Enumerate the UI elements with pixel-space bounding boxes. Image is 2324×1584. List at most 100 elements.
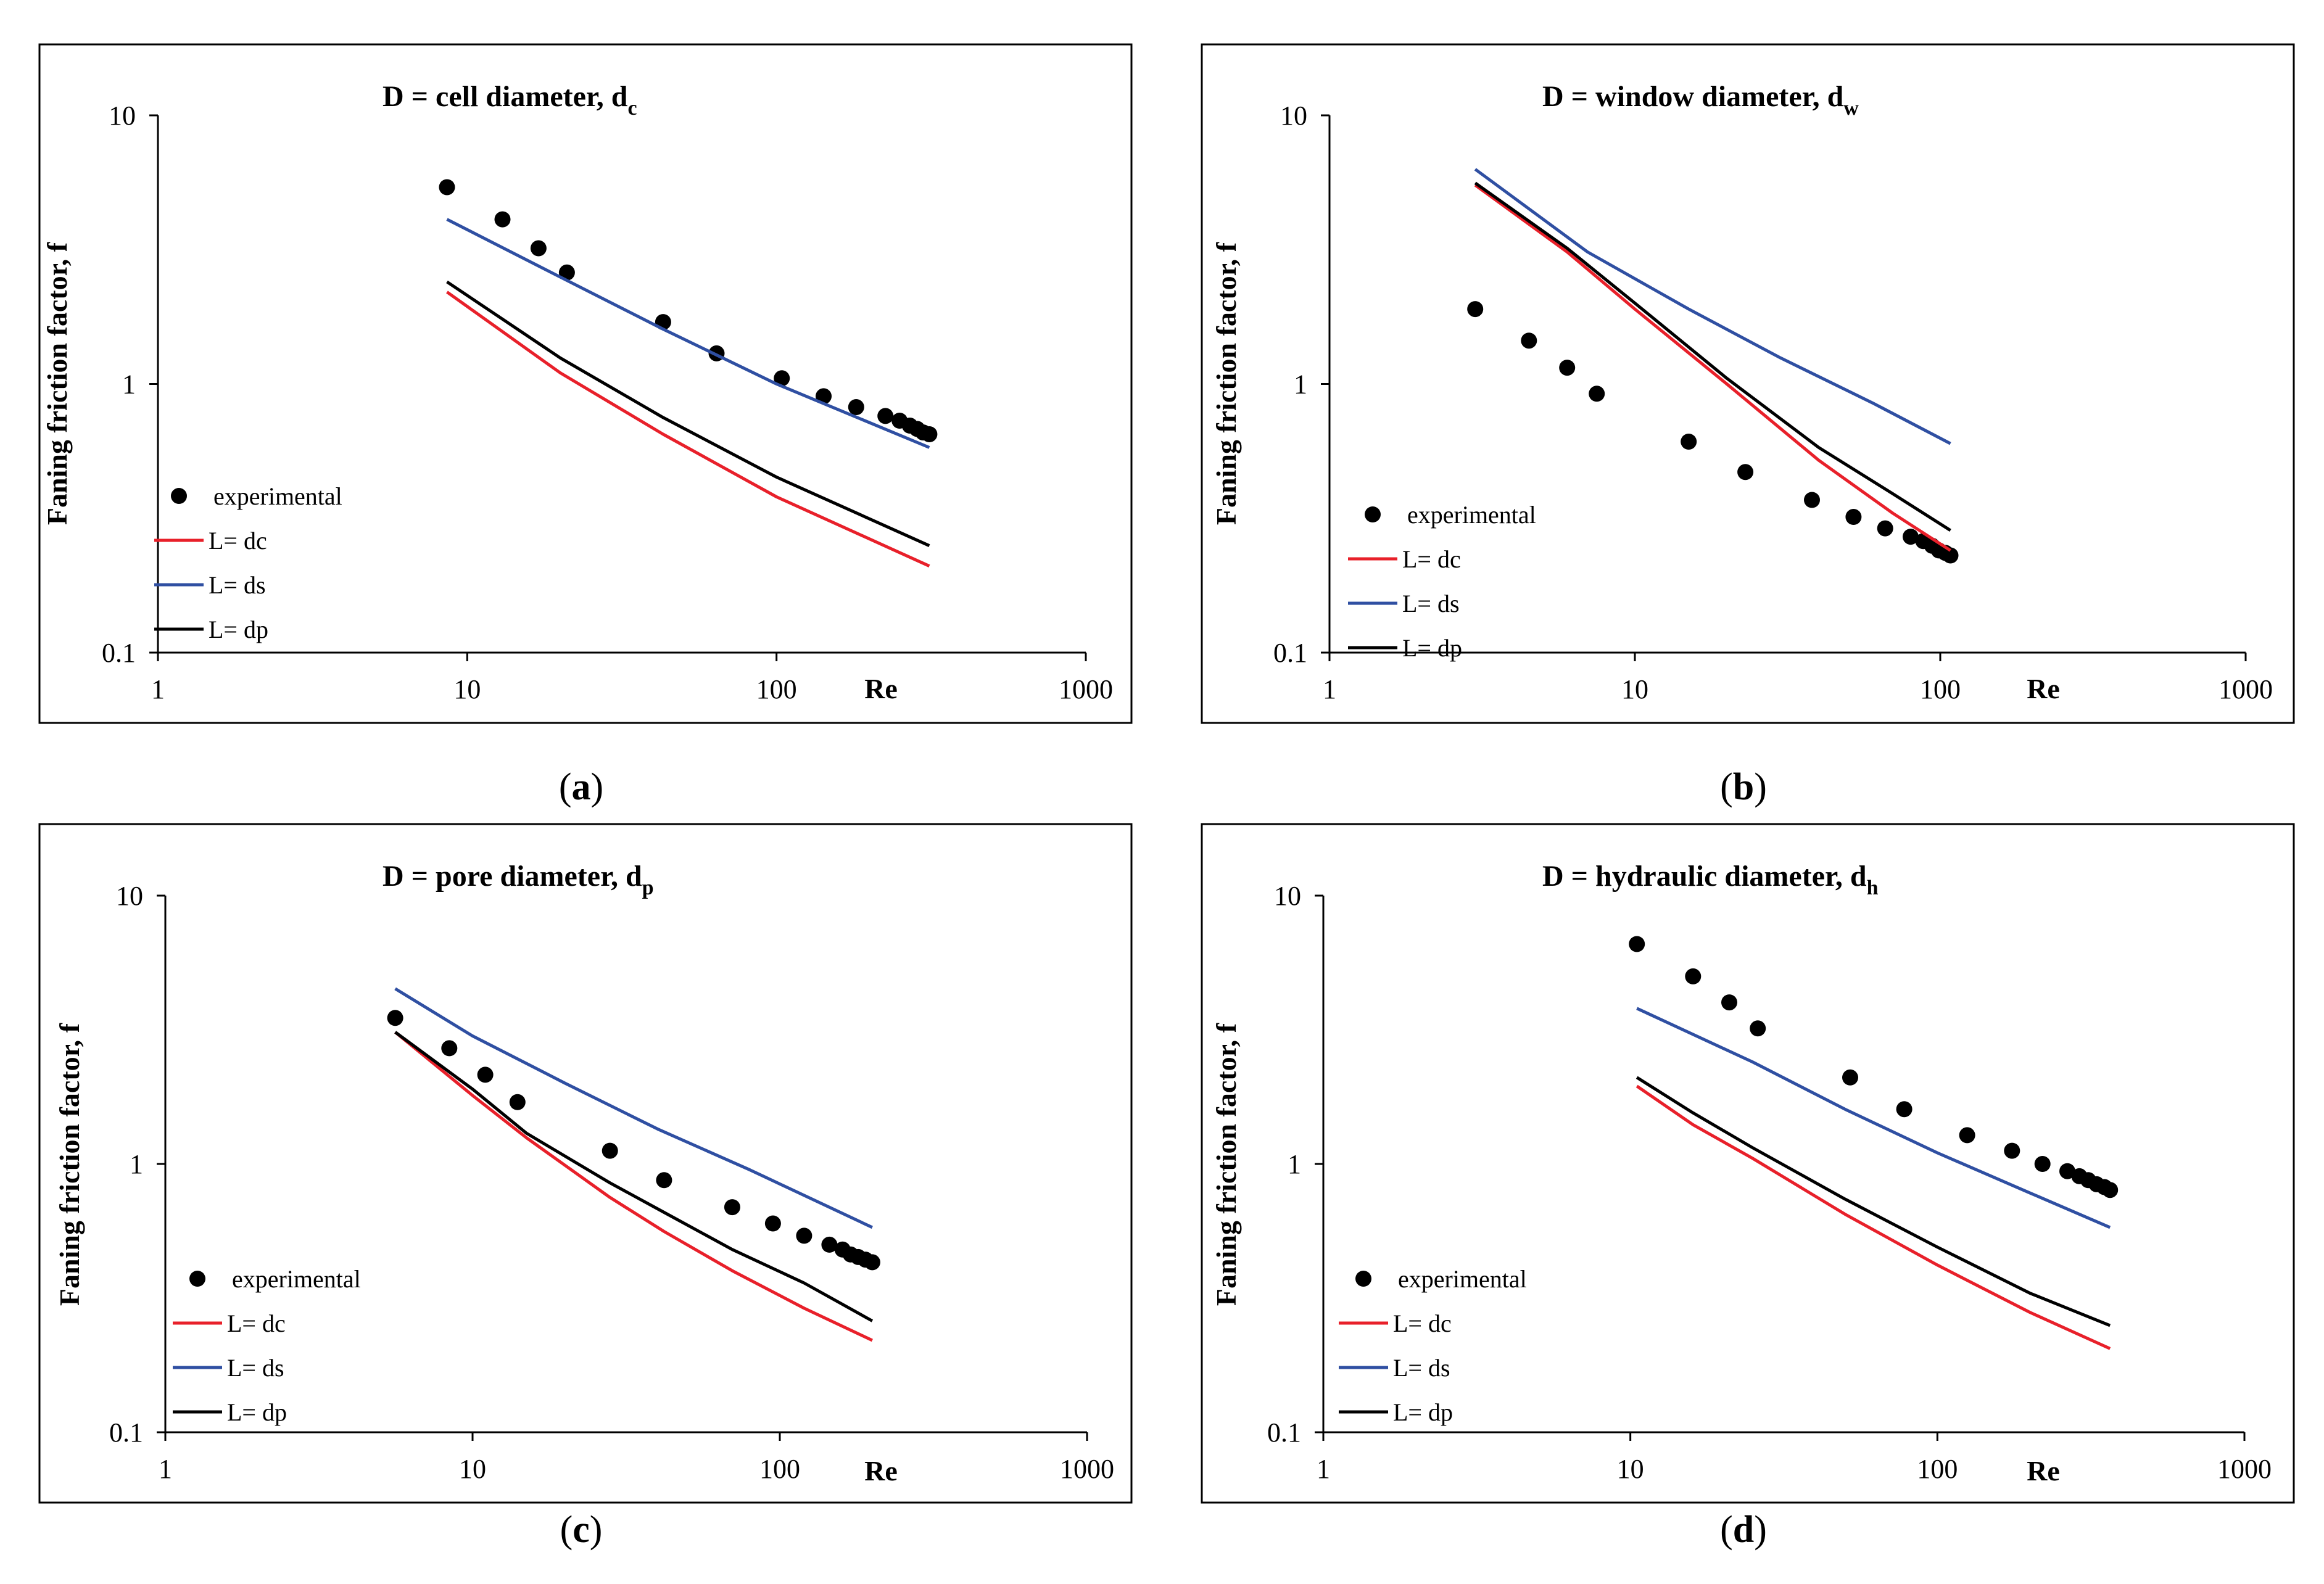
panel-caption: (b) — [1720, 766, 1767, 808]
series-line — [1474, 181, 1951, 532]
data-point — [1521, 332, 1537, 349]
data-point — [509, 1094, 526, 1110]
caption-letter: d — [1733, 1509, 1754, 1551]
legend-label: experimental — [1398, 1265, 1527, 1293]
y-tick-label: 10 — [1280, 101, 1307, 131]
data-point — [656, 1172, 672, 1189]
series-l-ds — [1474, 168, 1951, 445]
data-point — [2102, 1182, 2119, 1198]
x-tick-label: 1 — [151, 674, 165, 704]
panel-border — [38, 823, 1133, 1504]
data-point — [877, 408, 894, 424]
caption-letter: b — [1733, 766, 1754, 808]
y-axis-label: Faning friction factor, f — [41, 242, 73, 525]
legend: experimental L= dc L= ds L= dp — [1348, 501, 1536, 662]
caption-close: ) — [591, 766, 604, 808]
series-l-ds — [1636, 1007, 2111, 1229]
y-tick-label: 10 — [116, 881, 143, 911]
x-tick-label: 1 — [1317, 1454, 1330, 1484]
caption-close: ) — [1754, 1509, 1767, 1551]
data-point — [821, 1236, 838, 1253]
series-experimental — [387, 1010, 880, 1271]
data-point — [921, 426, 938, 442]
data-point — [602, 1142, 618, 1159]
panel-caption: (a) — [559, 766, 603, 808]
y-tick-label: 1 — [130, 1149, 143, 1179]
data-point — [1737, 464, 1754, 481]
data-point — [387, 1010, 403, 1026]
chart-panel-d: 1 10 100 1000 0.1 1 10 Re Faning friction factor… — [1201, 823, 2295, 1551]
legend-label: experimental — [232, 1265, 361, 1293]
series-experimental — [1467, 301, 1959, 564]
series-line — [446, 280, 930, 547]
caption-letter: c — [573, 1509, 590, 1551]
data-point — [494, 211, 511, 228]
x-tick-label: 10 — [459, 1454, 486, 1484]
legend-swatch-marker — [189, 1271, 205, 1287]
data-point — [724, 1199, 740, 1216]
x-axis-label: Re — [2027, 1455, 2060, 1487]
y-tick-label: 10 — [109, 101, 136, 131]
y-tick-label: 10 — [1274, 881, 1301, 911]
caption-open: ( — [559, 766, 572, 808]
caption-letter: a — [572, 766, 591, 808]
panel-caption: (c) — [560, 1509, 603, 1551]
data-point — [1467, 301, 1484, 318]
series-l-dc — [1635, 1084, 2111, 1350]
data-point — [1804, 492, 1820, 508]
x-tick-label: 100 — [756, 674, 797, 704]
legend-label: experimental — [1407, 501, 1536, 529]
x-tick-label: 10 — [1617, 1454, 1644, 1484]
legend-swatch-marker — [1365, 506, 1381, 522]
series-l-ds — [446, 218, 930, 449]
y-tick-label: 0.1 — [1273, 638, 1307, 668]
legend: experimental L= dc L= ds L= dp — [173, 1265, 361, 1426]
data-point — [530, 240, 547, 257]
chart-title-main: D = cell diameter, d — [383, 80, 628, 113]
chart-title-main: D = hydraulic diameter, d — [1542, 860, 1867, 893]
data-point — [1681, 434, 1697, 450]
data-point — [774, 370, 790, 387]
data-point — [1629, 936, 1645, 952]
data-point — [1721, 994, 1737, 1011]
legend-label: experimental — [213, 482, 342, 510]
chart-title-main: D = window diameter, d — [1542, 80, 1844, 113]
y-axis-label: Faning friction factor, f — [1210, 242, 1242, 525]
x-tick-label: 1 — [1323, 674, 1336, 704]
chart-title: D = window diameter, dw — [1542, 80, 1859, 120]
chart-panel-c: 1 10 100 1000 0.1 1 10 Re Faning friction factor… — [38, 823, 1133, 1551]
legend-label: L= ds — [209, 571, 266, 599]
legend-label: L= ds — [227, 1354, 284, 1382]
chart-panel-a: 1 10 100 1000 0.1 1 10 Re Faning friction factor… — [38, 43, 1133, 808]
series-l-dc — [1474, 184, 1951, 552]
series-l-dp — [394, 1031, 874, 1322]
series-l-dc — [446, 291, 930, 567]
x-tick-label: 100 — [759, 1454, 800, 1484]
data-point — [1845, 509, 1862, 525]
series-line — [1474, 168, 1951, 445]
chart-title-main: D = pore diameter, d — [383, 860, 642, 893]
series-line — [446, 218, 930, 449]
series-l-ds — [394, 987, 873, 1229]
y-tick-label: 1 — [1288, 1149, 1301, 1179]
caption-close: ) — [1754, 766, 1767, 808]
legend-label: L= ds — [1393, 1354, 1450, 1382]
series-line — [394, 987, 873, 1229]
legend-label: L= dc — [1402, 545, 1461, 573]
legend-label: L= dp — [209, 616, 268, 643]
chart-title: D = cell diameter, dc — [383, 80, 637, 120]
x-tick-label: 1000 — [1060, 1454, 1114, 1484]
series-line — [1636, 1007, 2111, 1229]
caption-open: ( — [560, 1509, 573, 1551]
series-experimental — [1629, 936, 2119, 1198]
series-line — [1474, 184, 1951, 552]
chart-title: D = hydraulic diameter, dh — [1542, 860, 1879, 899]
x-tick-label: 10 — [1621, 674, 1648, 704]
y-tick-label: 1 — [122, 369, 136, 400]
data-point — [1842, 1069, 1858, 1086]
legend: experimental L= dc L= ds L= dp — [154, 482, 342, 643]
series-l-dc — [394, 1031, 873, 1342]
panel-caption: (d) — [1720, 1509, 1767, 1551]
y-tick-label: 0.1 — [109, 1417, 143, 1448]
